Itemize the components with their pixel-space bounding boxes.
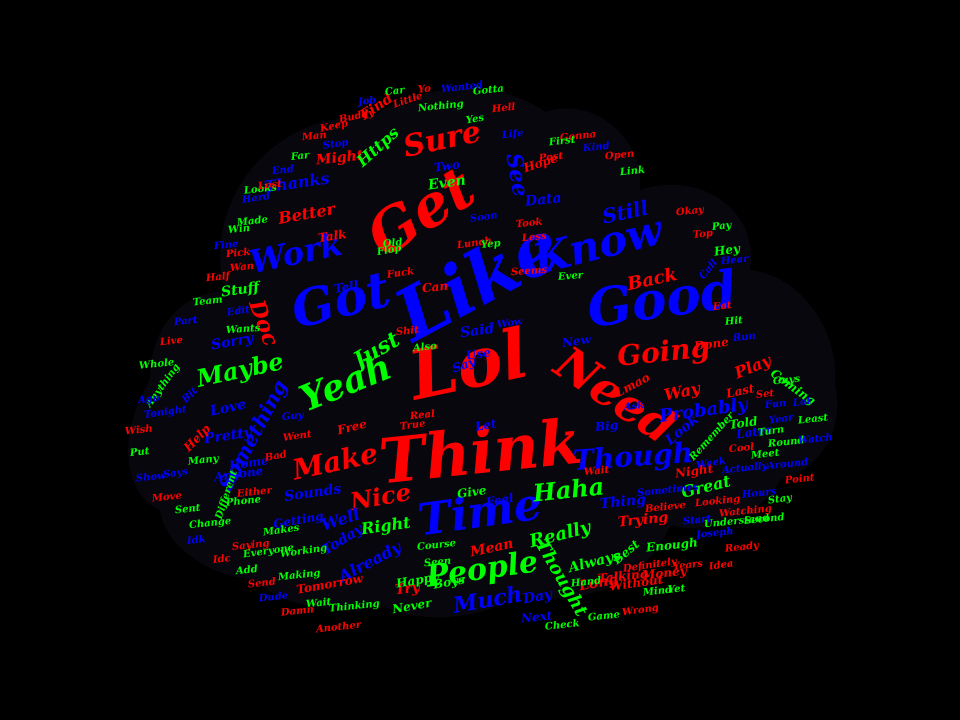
cloud-word: Got (284, 258, 396, 341)
cloud-word: Sounds (282, 481, 342, 505)
cloud-word: Bit (179, 385, 200, 406)
cloud-word: Many (186, 453, 219, 468)
cloud-word: Part (173, 314, 199, 329)
cloud-word: Went (281, 429, 312, 444)
cloud-word: Team (192, 294, 224, 309)
cloud-word: Stuff (220, 279, 261, 301)
cloud-word: Ready (724, 540, 760, 555)
cloud-word: Mind (641, 584, 673, 599)
cloud-word: Point (784, 472, 816, 487)
cloud-word: Ask (623, 399, 645, 414)
cloud-word: Add (235, 563, 259, 578)
cloud-word: Haha (531, 471, 606, 508)
cloud-word: Make (289, 436, 381, 487)
cloud-word: Show (135, 470, 167, 485)
cloud-word: Talk (317, 227, 348, 245)
cloud-word: Years (672, 558, 704, 573)
cloud-word: Two (433, 157, 461, 175)
cloud-word: Free (335, 416, 369, 438)
cloud-word: Check (543, 618, 580, 633)
cloud-word: Guy (281, 409, 305, 424)
cloud-word: First (548, 134, 576, 149)
cloud-word: Bad (264, 449, 288, 464)
cloud-word: Sent (173, 502, 201, 517)
cloud-word: Link (618, 164, 645, 179)
cloud-word: Ever (557, 270, 583, 283)
cloud-word: Okay (675, 204, 705, 219)
cloud-word: Big (593, 417, 619, 435)
cloud-word: Never (391, 595, 433, 617)
cloud-word: Game (587, 609, 621, 624)
cloud-word: Hard (241, 191, 271, 206)
cloud-word: Least (797, 412, 829, 427)
cloud-word: Hear (720, 253, 750, 268)
cloud-word: Last (724, 381, 756, 401)
cloud-word: Another (314, 619, 362, 636)
cloud-word: Idk (185, 534, 206, 547)
cloud-word: Either (235, 485, 272, 500)
cloud-word: Can (421, 278, 449, 296)
cloud-word: Move (151, 490, 183, 505)
cloud-word: Wait (304, 596, 332, 611)
cloud-word: Idea (707, 558, 734, 573)
cloud-word: Eat (711, 300, 732, 313)
cloud-word: Job (357, 95, 377, 108)
cloud-word: Half (205, 270, 231, 285)
cloud-word: Let (473, 416, 498, 434)
cloud-word: Post (538, 150, 564, 165)
cloud-word: New (560, 332, 592, 350)
cloud-word: Send (247, 576, 277, 591)
cloud-word: Far (290, 150, 310, 163)
cloud-word: Idc (212, 553, 232, 566)
cloud-word: Put (128, 446, 150, 459)
cloud-word: Makes (262, 522, 301, 539)
cloud-word: Give (455, 483, 487, 501)
cloud-word: Thinking (328, 598, 380, 615)
cloud-word: Run (731, 330, 756, 345)
cloud-word: Fun (763, 397, 787, 412)
cloud-word: Day (521, 586, 554, 608)
cloud-word: Around (765, 456, 809, 473)
cloud-word: Https (352, 122, 403, 171)
cloud-word: Hell (490, 101, 516, 116)
cloud-word: Change (188, 515, 232, 532)
cloud-word: Joseph (695, 526, 735, 541)
cloud-word: Wait (582, 464, 610, 479)
cloud-word: Right (359, 512, 412, 539)
cloud-word: Better (276, 199, 336, 228)
cloud-word: Car (384, 85, 406, 99)
cloud-word: Actually (721, 460, 769, 477)
cloud-word: Believe (643, 499, 686, 516)
cloud-word: Watch (796, 432, 833, 447)
cloud-word: Wish (124, 423, 154, 438)
cloud-word: Nothing (417, 98, 465, 115)
cloud-word: Hit (724, 315, 744, 328)
cloud-word: Yes (465, 112, 485, 127)
cloud-word: Live (158, 334, 183, 349)
cloud-word: Pay (711, 220, 733, 233)
cloud-word: Top (692, 227, 714, 242)
cloud-word: Wan (229, 260, 255, 275)
cloud-word: Course (415, 537, 457, 554)
cloud-word: Yep (480, 238, 502, 251)
cloud-word: Done (692, 334, 730, 354)
cloud-word: Dude (257, 590, 289, 605)
cloud-word: Win (227, 222, 251, 237)
cloud-word: Data (523, 190, 562, 210)
cloud-word: Enough (645, 535, 699, 555)
cloud-word: See (500, 151, 534, 199)
cloud-word: Wrong (620, 602, 660, 619)
cloud-word: Love (208, 396, 248, 420)
cloud-word: Yo (416, 83, 431, 96)
cloud-word: Life (501, 127, 524, 142)
cloud-word: Just (348, 326, 404, 374)
cloud-word: Ago (136, 392, 160, 407)
cloud-word: Use (464, 345, 492, 363)
